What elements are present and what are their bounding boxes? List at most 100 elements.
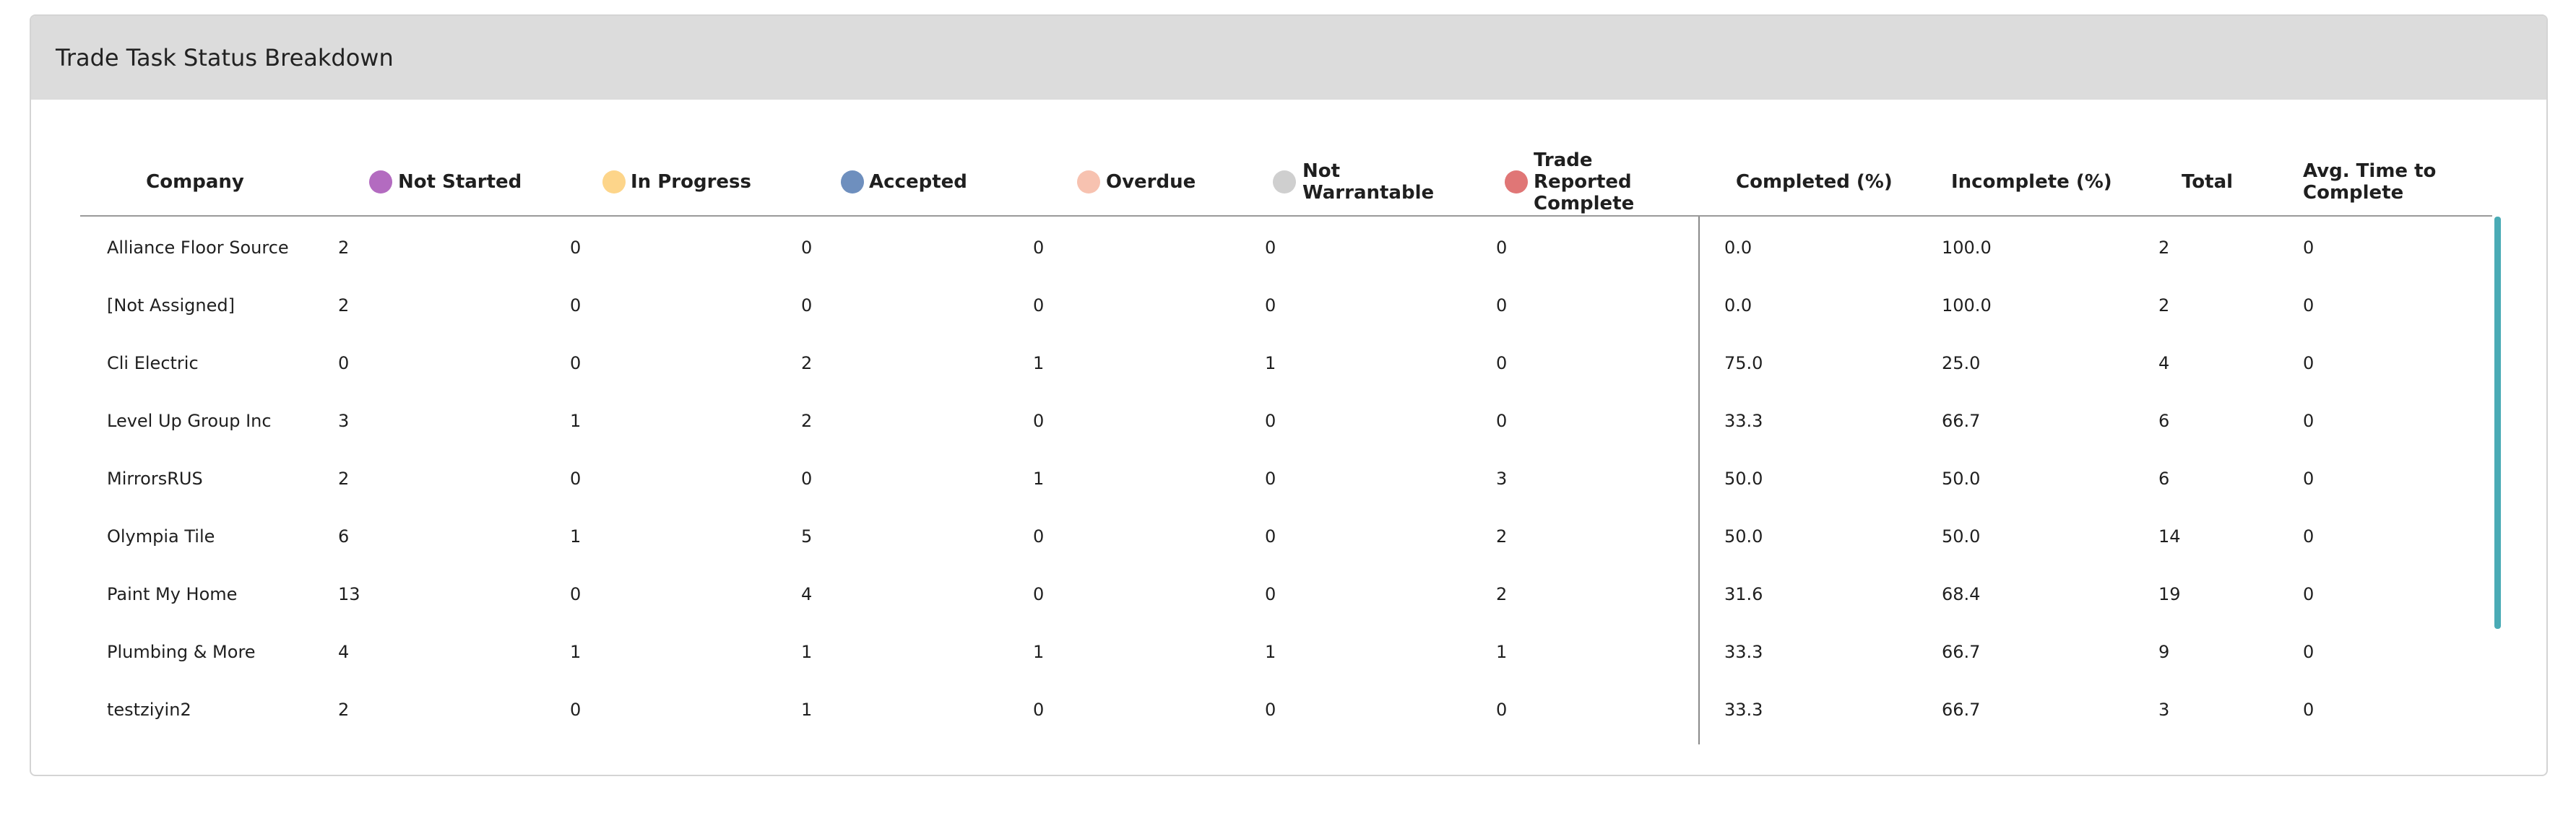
table-cell: 0 (2303, 353, 2314, 373)
table-cell: 1 (1265, 353, 1276, 373)
column-header: Company (146, 171, 244, 193)
table-cell: 0 (1033, 411, 1045, 431)
table-cell: 1 (570, 642, 582, 662)
column-header: Not Started (398, 171, 522, 193)
table-cell: 2 (338, 295, 350, 316)
table-cell: 50.0 (1942, 526, 1981, 547)
table-cell: 19 (2158, 584, 2181, 604)
table-cell: 0 (1265, 700, 1276, 720)
table-cell: 2 (1496, 584, 1508, 604)
scrollbar[interactable] (2494, 217, 2501, 629)
table-cell: 0 (1496, 353, 1508, 373)
column-header: Incomplete (%) (1951, 171, 2112, 193)
table-cell: 2 (1496, 526, 1508, 547)
table-cell: 0 (570, 295, 582, 316)
table-cell: 0 (1496, 411, 1508, 431)
status-dot (1505, 170, 1528, 194)
table-cell: 0 (1265, 238, 1276, 258)
table-cell: 1 (1033, 353, 1045, 373)
table-cell: 0 (570, 238, 582, 258)
table-cell: 2 (338, 238, 350, 258)
company-name: Paint My Home (107, 584, 238, 604)
table-cell: 1 (1496, 642, 1508, 662)
status-dot (841, 170, 864, 194)
table-cell: 0 (2303, 526, 2314, 547)
company-name: MirrorsRUS (107, 469, 203, 489)
column-header: Completed (%) (1736, 171, 1893, 193)
table-cell: 0 (2303, 411, 2314, 431)
table-cell: 0 (1496, 238, 1508, 258)
table-cell: 33.3 (1724, 642, 1763, 662)
column-header: In Progress (631, 171, 751, 193)
table-cell: 13 (338, 584, 360, 604)
table-cell: 4 (338, 642, 350, 662)
company-name: Plumbing & More (107, 642, 256, 662)
table-cell: 1 (570, 411, 582, 431)
table-cell: 9 (2158, 642, 2170, 662)
column-divider (1698, 217, 1700, 744)
table-cell: 0 (1265, 584, 1276, 604)
table-cell: 50.0 (1942, 469, 1981, 489)
column-header: Trade Reported Complete (1534, 149, 1635, 214)
table-cell: 6 (2158, 469, 2170, 489)
table-cell: 68.4 (1942, 584, 1981, 604)
table-cell: 5 (801, 526, 813, 547)
card-title: Trade Task Status Breakdown (56, 44, 394, 71)
table-cell: 0.0 (1724, 238, 1752, 258)
table-cell: 0 (1033, 238, 1045, 258)
table-cell: 50.0 (1724, 526, 1763, 547)
header-rule (80, 215, 2492, 217)
status-dot (369, 170, 392, 194)
table-cell: 4 (801, 584, 813, 604)
table-cell: 0 (801, 469, 813, 489)
table-cell: 3 (1496, 469, 1508, 489)
table-cell: 2 (2158, 295, 2170, 316)
table-cell: 0 (2303, 642, 2314, 662)
company-name: [Not Assigned] (107, 295, 235, 316)
table-cell: 66.7 (1942, 700, 1981, 720)
table-cell: 100.0 (1942, 295, 1992, 316)
table-cell: 0 (1033, 700, 1045, 720)
column-header: Accepted (869, 171, 967, 193)
company-name: testziyin2 (107, 700, 191, 720)
company-name: Level Up Group Inc (107, 411, 272, 431)
table-cell: 0 (2303, 700, 2314, 720)
column-header: Not Warrantable (1302, 160, 1435, 204)
table-cell: 0 (1265, 469, 1276, 489)
table-cell: 66.7 (1942, 642, 1981, 662)
table-cell: 0 (2303, 238, 2314, 258)
company-name: Olympia Tile (107, 526, 215, 547)
table-cell: 6 (338, 526, 350, 547)
table-cell: 33.3 (1724, 700, 1763, 720)
table-cell: 2 (338, 700, 350, 720)
table-cell: 14 (2158, 526, 2181, 547)
table-cell: 3 (2158, 700, 2170, 720)
status-dot (602, 170, 626, 194)
table-cell: 0 (2303, 469, 2314, 489)
table-cell: 25.0 (1942, 353, 1981, 373)
table-cell: 1 (1033, 642, 1045, 662)
table-cell: 100.0 (1942, 238, 1992, 258)
column-header: Overdue (1106, 171, 1196, 193)
table-cell: 0 (2303, 295, 2314, 316)
table-cell: 0 (1265, 526, 1276, 547)
column-header: Avg. Time to Complete (2303, 160, 2437, 204)
company-name: Cli Electric (107, 353, 199, 373)
table-cell: 0 (570, 469, 582, 489)
table-cell: 50.0 (1724, 469, 1763, 489)
table-cell: 0 (338, 353, 350, 373)
table-cell: 2 (338, 469, 350, 489)
table-cell: 1 (1265, 642, 1276, 662)
table-cell: 0 (570, 700, 582, 720)
card: Trade Task Status Breakdown Company Not S… (30, 14, 2548, 776)
company-name: Alliance Floor Source (107, 238, 289, 258)
table-cell: 1 (1033, 469, 1045, 489)
table-cell: 0 (1033, 295, 1045, 316)
table-cell: 0 (2303, 584, 2314, 604)
table-cell: 1 (801, 700, 813, 720)
table-cell: 33.3 (1724, 411, 1763, 431)
table-cell: 0 (1496, 295, 1508, 316)
status-dot (1273, 170, 1296, 194)
table-cell: 75.0 (1724, 353, 1763, 373)
